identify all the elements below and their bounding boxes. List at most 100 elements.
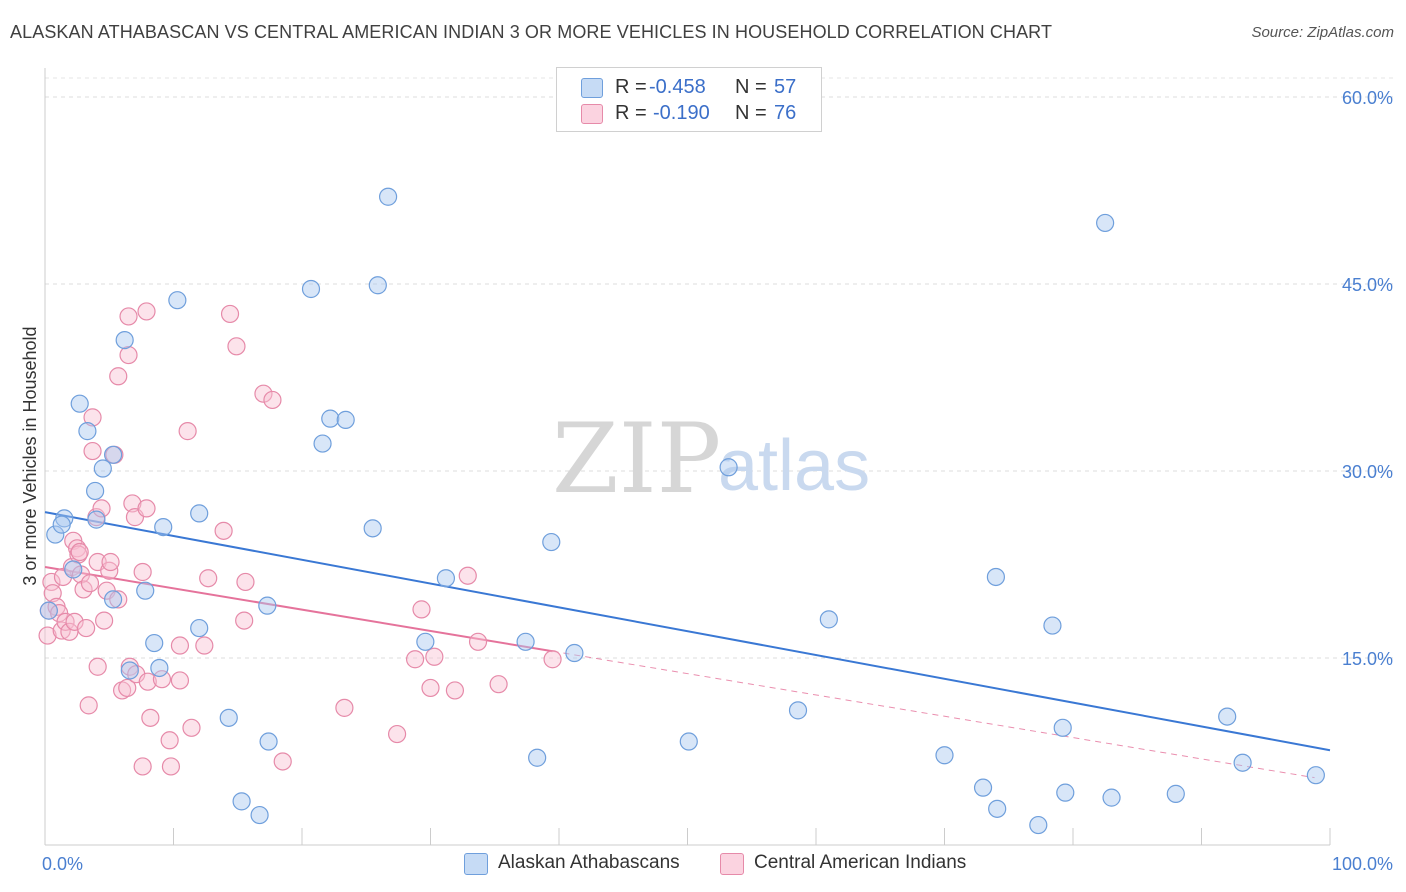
athabascan-point: [988, 799, 1007, 818]
athabascan-point: [1233, 753, 1252, 772]
athabascan-point: [336, 410, 355, 429]
athabascan-point: [190, 618, 209, 638]
central-american-point: [170, 671, 190, 690]
athabascan-point: [363, 519, 382, 538]
central-american-point: [133, 757, 152, 776]
central-american-point: [412, 600, 431, 619]
athabascan-point: [973, 778, 993, 797]
athabascan-point: [115, 331, 134, 350]
legend-r-label: R =: [615, 102, 647, 124]
central-american-point: [141, 708, 160, 727]
bottom-legend-swatch-blue: [464, 853, 488, 875]
athabascan-point: [120, 661, 139, 680]
central-american-point: [95, 611, 114, 630]
athabascan-point: [565, 643, 584, 663]
athabascan-point: [64, 560, 83, 579]
central-american-point: [109, 367, 128, 386]
chart-title: ALASKAN ATHABASCAN VS CENTRAL AMERICAN I…: [10, 22, 1053, 42]
athabascan-point: [719, 458, 738, 477]
central-american-point: [220, 304, 240, 324]
athabascan-point: [259, 732, 278, 751]
athabascan-point: [136, 581, 155, 600]
tick-labels: 15.0% 30.0% 45.0% 60.0% 0.0% 100.0%: [42, 88, 1393, 874]
source-label: Source: ZipAtlas.com: [1251, 24, 1394, 41]
central-american-point: [195, 636, 214, 655]
central-american-point: [387, 724, 407, 744]
athabascan-point: [1053, 718, 1072, 737]
central-american-point: [160, 731, 179, 750]
athabascan-point: [93, 459, 112, 478]
central-american-point: [263, 390, 282, 410]
central-american-point: [489, 675, 508, 694]
y-axis-label: 3 or more Vehicles in Household: [20, 326, 40, 585]
central-american-point: [83, 441, 102, 461]
central-american-point: [43, 584, 62, 603]
central-american-point: [152, 670, 172, 689]
central-american-point: [77, 618, 96, 638]
athabascan-point: [104, 445, 123, 464]
athabascan-point: [1166, 784, 1185, 803]
y-tick-label: 15.0%: [1342, 649, 1393, 669]
central-american-point: [425, 647, 444, 666]
central-american-point: [83, 408, 102, 427]
central-american-point: [133, 562, 152, 582]
central-american-point: [138, 672, 157, 691]
athabascan-point: [986, 567, 1006, 587]
central-american-point: [101, 552, 120, 572]
central-american-point: [119, 345, 138, 365]
athabascan-point: [1218, 707, 1237, 726]
athabascan-point: [368, 276, 387, 295]
athabascan-point: [788, 701, 808, 720]
central-american-point: [227, 337, 246, 356]
athabascan-point: [416, 632, 435, 651]
athabascan-point: [301, 279, 321, 299]
legend-n-label: N =: [735, 102, 767, 124]
central-american-point: [123, 494, 142, 513]
athabascan-point: [321, 409, 340, 428]
central-american-point: [273, 752, 292, 771]
central-american-point: [79, 696, 98, 715]
athabascan-point: [70, 394, 89, 413]
athabascan-point: [1029, 815, 1048, 835]
athabascan-point: [250, 805, 269, 825]
central-american-point: [214, 521, 233, 540]
central-american-point: [458, 566, 477, 585]
athabascan-point: [39, 601, 58, 620]
central-american-point: [52, 621, 71, 640]
correlation-legend: R = -0.458 N = 57 R = -0.190 N = 76: [556, 67, 822, 132]
athabascan-point: [52, 515, 71, 534]
y-tick-label: 45.0%: [1342, 275, 1393, 295]
athabascan-point: [154, 517, 173, 537]
athabascan-point: [819, 610, 838, 629]
central-american-point: [421, 678, 440, 698]
legend-r-value: -0.190: [653, 102, 710, 124]
athabascan-point: [542, 532, 561, 552]
legend-r-value: -0.458: [649, 76, 706, 98]
grid-lines: [45, 77, 1395, 659]
bottom-legend-label: Central American Indians: [754, 852, 967, 873]
central-american-point: [199, 569, 218, 588]
athabascan-point: [219, 708, 238, 727]
watermark-atlas: atlas: [718, 426, 870, 506]
trend-lines: [44, 511, 1331, 779]
athabascan-point: [378, 187, 398, 206]
legend-n-value: 76: [774, 102, 797, 124]
athabascan-point: [168, 291, 187, 310]
athabascan-point: [1056, 783, 1075, 802]
central-american-point: [182, 718, 201, 737]
central-american-point: [118, 678, 137, 698]
athabascan-point: [86, 481, 105, 501]
axes: [44, 68, 1331, 846]
central-american-point: [445, 681, 465, 700]
athabascan-point: [516, 632, 535, 651]
central-american-point: [38, 626, 57, 645]
athabascan-point: [258, 596, 277, 615]
central-american-point: [109, 590, 128, 609]
central-american-point: [405, 650, 425, 669]
athabascan-point: [46, 525, 65, 544]
central-american-point: [70, 542, 89, 562]
watermark-zip: ZIP: [552, 403, 721, 515]
athabascan-point: [1096, 213, 1115, 233]
legend-swatch-pink: [581, 104, 603, 124]
